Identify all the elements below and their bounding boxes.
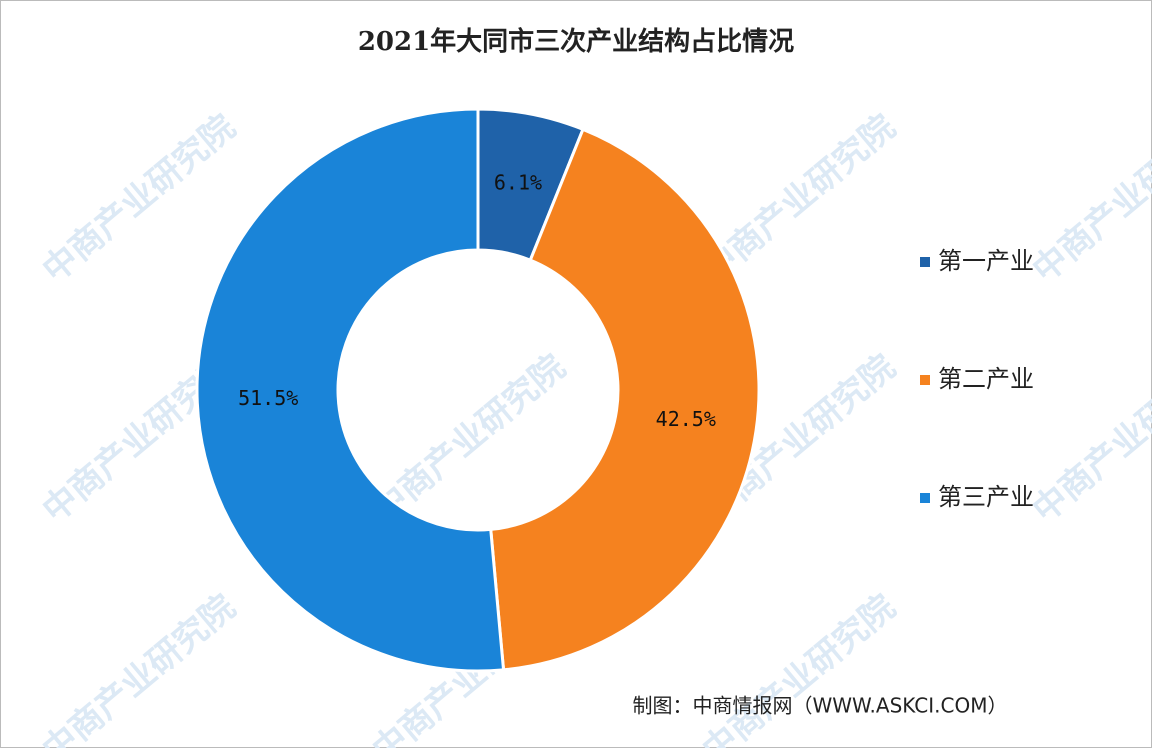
data-label: 51.5% bbox=[238, 386, 298, 410]
donut-slice bbox=[489, 127, 761, 672]
legend-swatch bbox=[920, 493, 930, 503]
data-label: 6.1% bbox=[494, 170, 542, 194]
legend-swatch bbox=[920, 375, 930, 385]
legend-label: 第一产业 bbox=[938, 247, 1034, 275]
donut-slice bbox=[195, 107, 506, 673]
legend-label: 第三产业 bbox=[938, 483, 1034, 511]
chart-title: 2021年大同市三次产业结构占比情况 bbox=[358, 26, 794, 57]
legend-swatch bbox=[920, 257, 930, 267]
data-label: 42.5% bbox=[656, 407, 716, 431]
legend-label: 第二产业 bbox=[938, 365, 1034, 393]
source-note: 制图：中商情报网（WWW.ASKCI.COM） bbox=[633, 694, 1008, 718]
